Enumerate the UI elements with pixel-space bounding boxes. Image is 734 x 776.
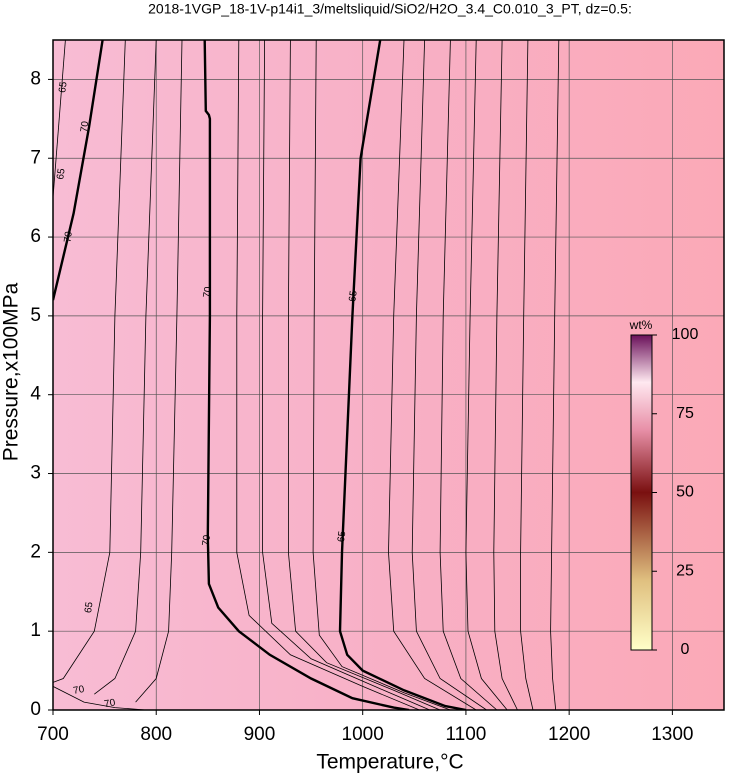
plot-background [53,40,724,710]
y-tick-label: 8 [30,68,41,89]
x-tick-label: 700 [37,724,69,745]
colorbar [630,334,653,651]
y-tick-label: 5 [30,305,41,326]
contour-line [312,40,451,710]
contour-line [135,40,183,703]
contour-label: 70 [202,286,215,299]
y-axis-label: Pressure,x100MPa [0,282,23,461]
x-tick-label: 900 [244,724,276,745]
contour-line [53,40,126,683]
x-axis-label: Temperature,°C [316,751,463,774]
contour-line [388,40,477,710]
contour-label: 65 [55,167,68,180]
contour-label: 65 [347,289,360,302]
colorbar-tick-label: 50 [676,484,694,501]
contour-line [236,40,420,710]
y-tick-label: 2 [30,541,41,562]
chart-title: 2018-1VGP_18-1V-p14i1_3/meltsliquid/SiO2… [148,1,632,17]
x-tick-label: 1100 [445,724,486,745]
contour-line [520,40,534,710]
x-tick-label: 1200 [548,724,590,745]
contour-line [53,686,146,710]
contour-line [53,40,66,198]
contour-label: 70 [72,684,85,697]
contour-line [94,40,157,695]
contour-label: 70 [79,120,92,133]
contour-label: 70 [62,230,75,243]
y-tick-label: 1 [30,620,41,641]
x-tick-label: 800 [140,724,172,745]
contour-line [203,40,410,710]
colorbar-ticks: 0 25 50 75 100 [652,326,698,658]
contours [53,40,560,710]
y-tick-label: 7 [30,147,41,168]
contour-label: 65 [83,601,96,614]
y-tick-label: 4 [30,384,41,405]
colorbar-title: wt% [629,318,653,332]
colorbar-tick-label: 100 [672,326,699,343]
x-tick-label: 1300 [651,724,693,745]
y-tick-label: 6 [30,226,41,247]
contour-label: 65 [336,530,349,543]
contour-line [411,40,487,710]
y-tick-label: 3 [30,463,41,484]
contour-labels: 70 70 65 65 70 70 65 65 70 70 65 [55,81,360,711]
contour-line [550,40,560,710]
x-tick-label: 1000 [342,724,384,745]
contour-line [493,40,518,710]
colorbar-tick-label: 75 [676,405,694,422]
grid [52,40,724,711]
contour-line [262,40,430,710]
contour-line [288,40,441,710]
colorbar-tick-label: 0 [681,641,690,658]
colorbar-tick-label: 25 [676,562,694,579]
contour-line [53,40,104,301]
contour-label: 70 [103,697,116,710]
plot-frame [52,39,725,711]
contour-label: 70 [201,534,214,547]
contour-line [439,40,498,710]
contour-line [338,40,467,710]
contour-line [465,40,508,710]
y-tick-label: 0 [30,699,41,720]
contour-label: 65 [57,81,70,94]
